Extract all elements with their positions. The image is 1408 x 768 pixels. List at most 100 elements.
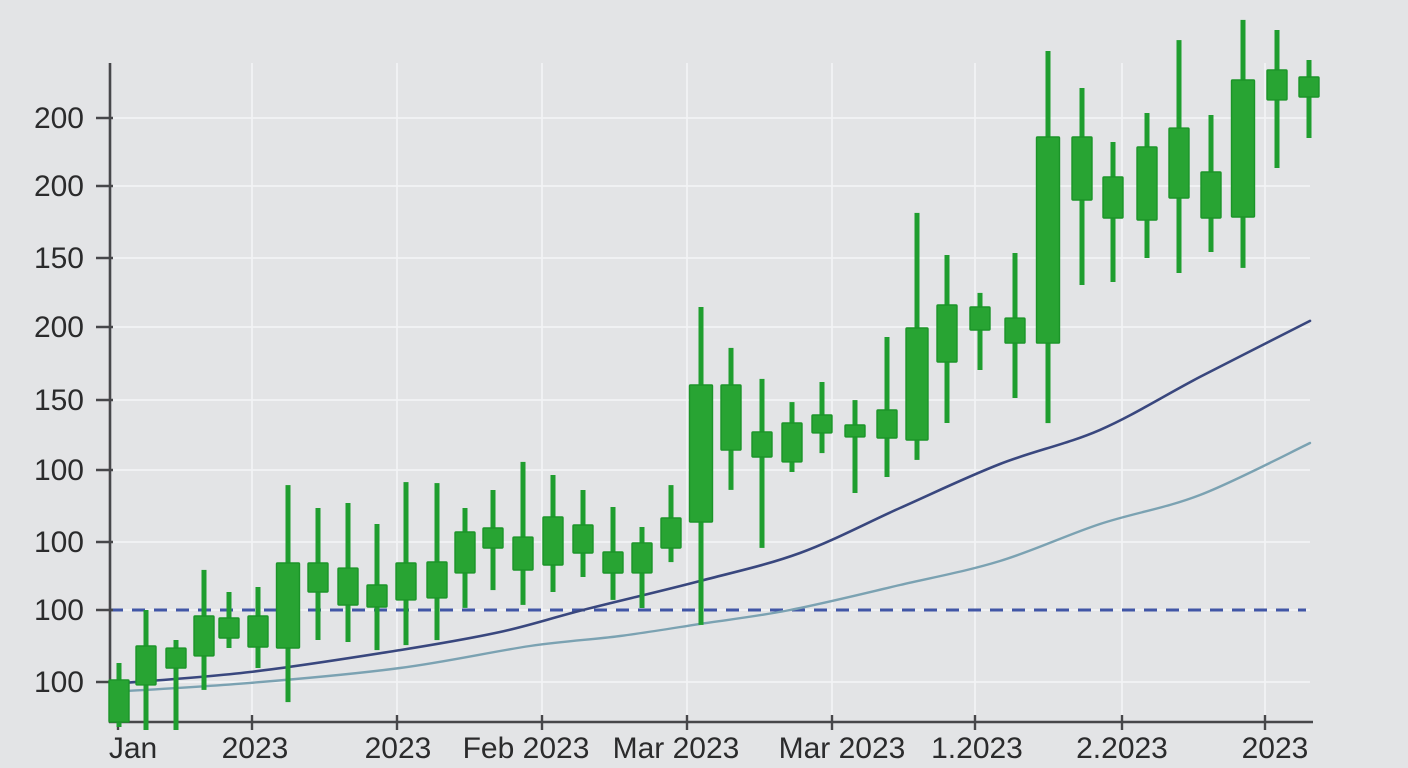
candle [108, 663, 130, 727]
candle-body [751, 431, 773, 458]
y-axis-tick-label: 150 [34, 384, 84, 417]
candle-body [1071, 136, 1093, 201]
candle-wick [884, 337, 890, 477]
trend-lines-layer [108, 319, 1312, 694]
candle-body [482, 527, 504, 549]
candle [1035, 51, 1061, 424]
candle [1230, 19, 1256, 268]
trend-line-dark-navy [108, 319, 1312, 686]
candle-body [218, 617, 240, 639]
candle [969, 292, 991, 370]
y-axis-tick-label: 150 [34, 242, 84, 275]
y-axis-tick-label: 200 [34, 311, 84, 344]
candle [426, 483, 448, 641]
candle [1004, 253, 1026, 398]
candle-body [1298, 76, 1320, 98]
candle-body [135, 645, 157, 686]
candle-body [426, 561, 448, 599]
candle-body [811, 414, 833, 434]
candle [482, 490, 504, 591]
candle [247, 587, 269, 668]
candle-body [366, 584, 388, 608]
candle-body [307, 562, 329, 593]
x-axis-tick-label: 2.2023 [1076, 732, 1168, 765]
candle-body [1200, 171, 1222, 219]
candle [631, 527, 653, 608]
axes-layer: 200 200 150 200 150 100 100 100 100 Jan 2023 2023 Fe… [34, 63, 1313, 765]
candle-wick [759, 378, 765, 548]
x-axis-tick-label: Feb 2023 [463, 732, 590, 765]
candle-wick [173, 640, 179, 730]
candle [811, 382, 833, 454]
candle-body [631, 542, 653, 574]
candle-body [395, 562, 417, 601]
candle [660, 485, 682, 563]
candle-body [1266, 69, 1288, 101]
candle-wick [1306, 60, 1312, 138]
trend-line-steel-blue [108, 441, 1312, 694]
y-axis-tick-label: 200 [34, 170, 84, 203]
x-axis-tick-label: Jan [109, 732, 157, 765]
candle-body [688, 384, 714, 523]
candle-body [1230, 79, 1256, 218]
y-axis-tick-label: 100 [34, 666, 84, 699]
candle-body [1035, 136, 1061, 344]
candle [751, 378, 773, 548]
x-axis-tick-label: Mar 2023 [779, 732, 906, 765]
candle-body [512, 536, 534, 571]
candle [781, 402, 803, 472]
candle [602, 507, 624, 600]
candle-wick [977, 292, 983, 370]
candle [1071, 88, 1093, 285]
candle [1102, 142, 1124, 282]
candle [1200, 115, 1222, 252]
candle [512, 461, 534, 605]
candle [165, 640, 187, 730]
candle-body [1136, 146, 1158, 221]
candle-body [660, 517, 682, 549]
candle [572, 490, 594, 577]
candle-body [969, 306, 991, 331]
candles-layer [108, 19, 1320, 730]
y-axis-tick-label: 100 [34, 526, 84, 559]
y-axis-tick-label: 100 [34, 454, 84, 487]
candle [275, 485, 301, 703]
candle [1168, 40, 1190, 273]
candle [688, 307, 714, 625]
candle-body [275, 562, 301, 649]
candle-body [108, 679, 130, 723]
candle-wick [852, 400, 858, 493]
x-axis-tick-label: 2023 [222, 732, 289, 765]
candle-body [876, 409, 898, 439]
candle-body [602, 551, 624, 574]
candle-body [193, 615, 215, 657]
candle [1298, 60, 1320, 138]
candle [135, 610, 157, 730]
candle-body [1004, 317, 1026, 344]
candle-body [247, 615, 269, 648]
candle [454, 508, 476, 608]
candle [218, 592, 240, 648]
candle [876, 337, 898, 477]
y-axis-tick-label: 200 [34, 102, 84, 135]
candle-body [720, 384, 742, 451]
candle-body [936, 304, 958, 363]
y-axis-tick-label: 100 [34, 594, 84, 627]
candle [337, 503, 359, 642]
candle-body [1102, 176, 1124, 219]
candle [1136, 113, 1158, 258]
candle-body [454, 531, 476, 574]
candle-body [542, 516, 564, 566]
x-axis-tick-label: 1.2023 [931, 732, 1023, 765]
candle [936, 255, 958, 423]
candle [720, 347, 742, 490]
x-axis-tick-label: Mar 2023 [613, 732, 740, 765]
candle [542, 475, 564, 592]
candle [366, 524, 388, 651]
x-axis-tick-label: 2023 [1242, 732, 1309, 765]
candle [1266, 30, 1288, 168]
candle-body [572, 524, 594, 554]
candle [395, 482, 417, 646]
